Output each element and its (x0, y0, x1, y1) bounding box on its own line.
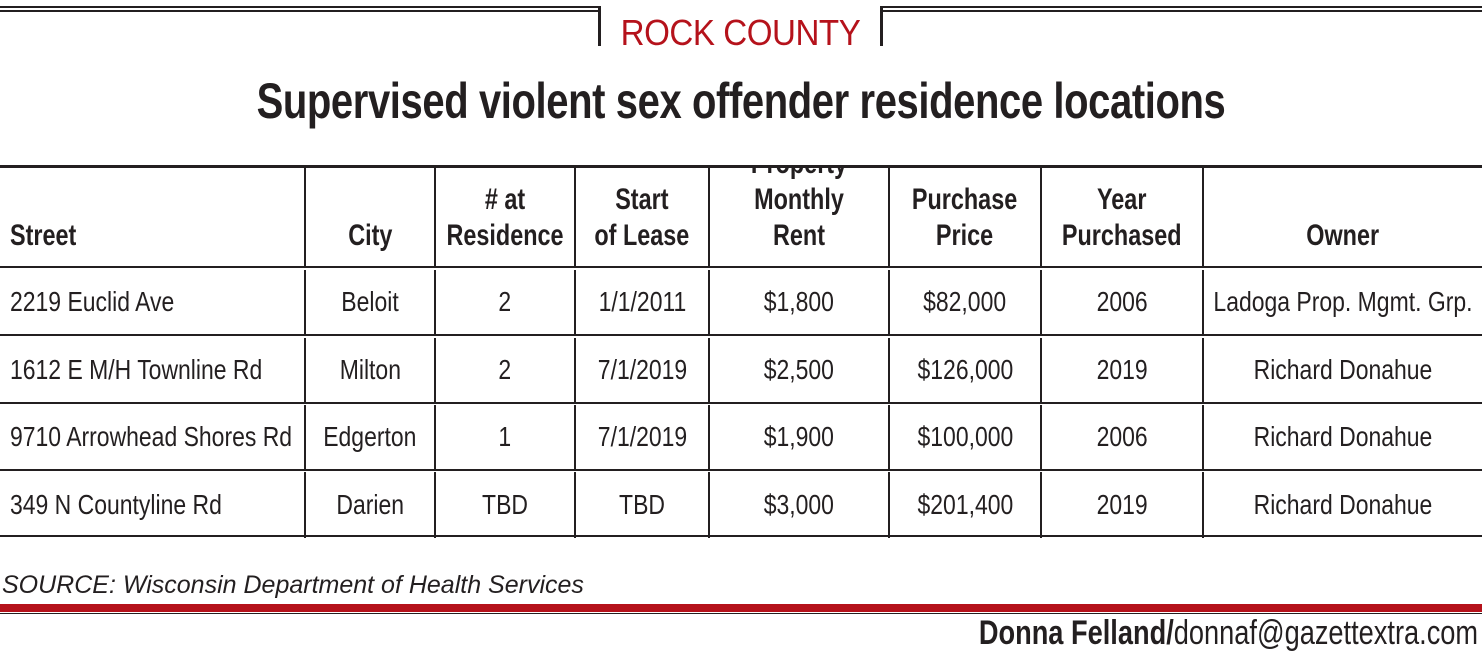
cell-purchase-price: $82,000 (888, 270, 1040, 334)
kicker: ROCK COUNTY (620, 12, 861, 53)
cell-street: 2219 Euclid Ave (10, 286, 175, 317)
cell-monthly-rent: $1,900 (708, 405, 888, 469)
cell-city: Milton (304, 338, 434, 402)
cell-start-of-lease: 7/1/2019 (574, 405, 708, 469)
top-rule-right (882, 6, 1482, 12)
cell-street: 349 N Countyline Rd (10, 489, 222, 520)
cell-year-purchased: 2006 (1040, 405, 1202, 469)
header-purchase-price: Purchase Price (888, 168, 1040, 266)
byline-email: donnaf@gazettextra.com (1173, 614, 1478, 652)
cell-owner: Richard Donahue (1202, 405, 1482, 469)
byline-name: Donna Felland/ (978, 614, 1174, 652)
table-row: 9710 Arrowhead Shores Rd Edgerton 1 7/1/… (0, 405, 1482, 471)
cell-street: 9710 Arrowhead Shores Rd (10, 421, 293, 452)
cell-city: Edgerton (304, 405, 434, 469)
byline: Donna Felland/donnaf@gazettextra.com (979, 614, 1478, 653)
cell-owner: Richard Donahue (1202, 472, 1482, 538)
cell-year-purchased: 2019 (1040, 472, 1202, 538)
header-number-at-residence: # at Residence (434, 168, 574, 266)
cell-start-of-lease: 1/1/2011 (574, 270, 708, 334)
cell-monthly-rent: $2,500 (708, 338, 888, 402)
cell-start-of-lease: TBD (574, 472, 708, 538)
cell-city: Darien (304, 472, 434, 538)
cell-number-at-residence: 2 (434, 270, 574, 334)
kicker-divider-left (598, 6, 601, 46)
header-street: Street (10, 219, 77, 252)
cell-city: Beloit (304, 270, 434, 334)
table-bottom-rule (0, 535, 1482, 537)
cell-purchase-price: $100,000 (888, 405, 1040, 469)
header-monthly-rent: Property Monthly Rent (708, 168, 888, 266)
cell-purchase-price: $201,400 (888, 472, 1040, 538)
header-start-of-lease: Start of Lease (574, 168, 708, 266)
source-note: SOURCE: Wisconsin Department of Health S… (2, 571, 584, 599)
table-row: 2219 Euclid Ave Beloit 2 1/1/2011 $1,800… (0, 270, 1482, 336)
cell-year-purchased: 2006 (1040, 270, 1202, 334)
table-row: 1612 E M/H Townline Rd Milton 2 7/1/2019… (0, 338, 1482, 404)
cell-owner: Richard Donahue (1202, 338, 1482, 402)
cell-purchase-price: $126,000 (888, 338, 1040, 402)
cell-number-at-residence: TBD (434, 472, 574, 538)
footer-rule (0, 613, 1482, 614)
kicker-divider-right (880, 6, 883, 46)
table-top-rule (0, 165, 1482, 168)
cell-monthly-rent: $3,000 (708, 472, 888, 538)
cell-number-at-residence: 1 (434, 405, 574, 469)
top-rule-left (0, 6, 600, 12)
cell-start-of-lease: 7/1/2019 (574, 338, 708, 402)
header-year-purchased: Year Purchased (1040, 168, 1202, 266)
footer-red-rule (0, 604, 1482, 612)
cell-number-at-residence: 2 (434, 338, 574, 402)
header-city: City (304, 168, 434, 266)
cell-year-purchased: 2019 (1040, 338, 1202, 402)
cell-street: 1612 E M/H Townline Rd (10, 354, 263, 385)
cell-monthly-rent: $1,800 (708, 270, 888, 334)
headline: Supervised violent sex offender residenc… (256, 73, 1226, 129)
cell-owner: Ladoga Prop. Mgmt. Grp. (1202, 270, 1482, 334)
header-owner: Owner (1202, 168, 1482, 266)
table-row: 349 N Countyline Rd Darien TBD TBD $3,00… (0, 472, 1482, 538)
table-header-row: Street City # at Residence Start of Leas… (0, 168, 1482, 268)
